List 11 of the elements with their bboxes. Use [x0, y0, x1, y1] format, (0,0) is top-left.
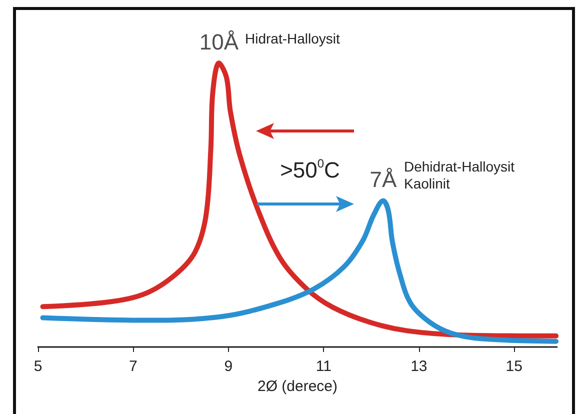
annotation: Dehidrat-Halloysit Kaolinit: [404, 158, 515, 192]
x-tick-label: 9: [224, 358, 233, 375]
annotation: 10Å: [199, 30, 239, 54]
text: Hidrat-Halloysit: [245, 30, 340, 46]
x-axis-title: 2Ø (derece): [257, 378, 338, 395]
annotation: 7Å: [370, 167, 397, 192]
x-tick-label: 11: [316, 358, 332, 375]
x-tick-label: 15: [506, 358, 522, 375]
x-tick-label: 7: [129, 358, 138, 375]
x-tick-label: 13: [410, 358, 428, 375]
x-tick-label: 5: [34, 358, 42, 375]
